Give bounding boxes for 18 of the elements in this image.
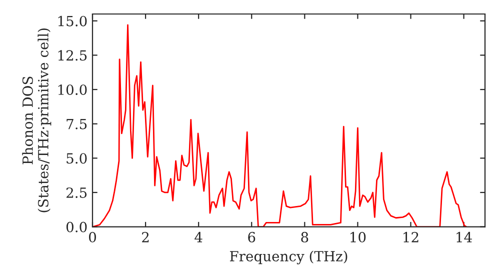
y-axis-title: Phonon DOS (States/THz·primitive cell) (22, 28, 52, 212)
y-tick-label: 0.0 (66, 222, 87, 232)
y-tick-label: 15.0 (58, 16, 87, 26)
x-tick-label: 4 (194, 232, 202, 242)
line-series (92, 24, 468, 227)
x-tick-label: 10 (350, 232, 366, 242)
y-tick-label: 2.5 (66, 187, 87, 198)
x-tick-label: 0 (88, 232, 96, 242)
y-tick-label: 12.5 (58, 50, 87, 61)
y-tick-label: 10.0 (58, 84, 87, 95)
x-axis-title: Frequency (THz) (230, 250, 348, 264)
x-tick-label: 12 (404, 232, 418, 242)
y-tick-label: 5.0 (66, 153, 87, 164)
y-tick-label: 7.5 (66, 118, 87, 130)
x-tick-label: 6 (248, 232, 256, 242)
x-tick-label: 2 (142, 232, 149, 242)
x-tick-label: 14 (456, 232, 472, 242)
x-tick-label: 8 (301, 232, 308, 242)
